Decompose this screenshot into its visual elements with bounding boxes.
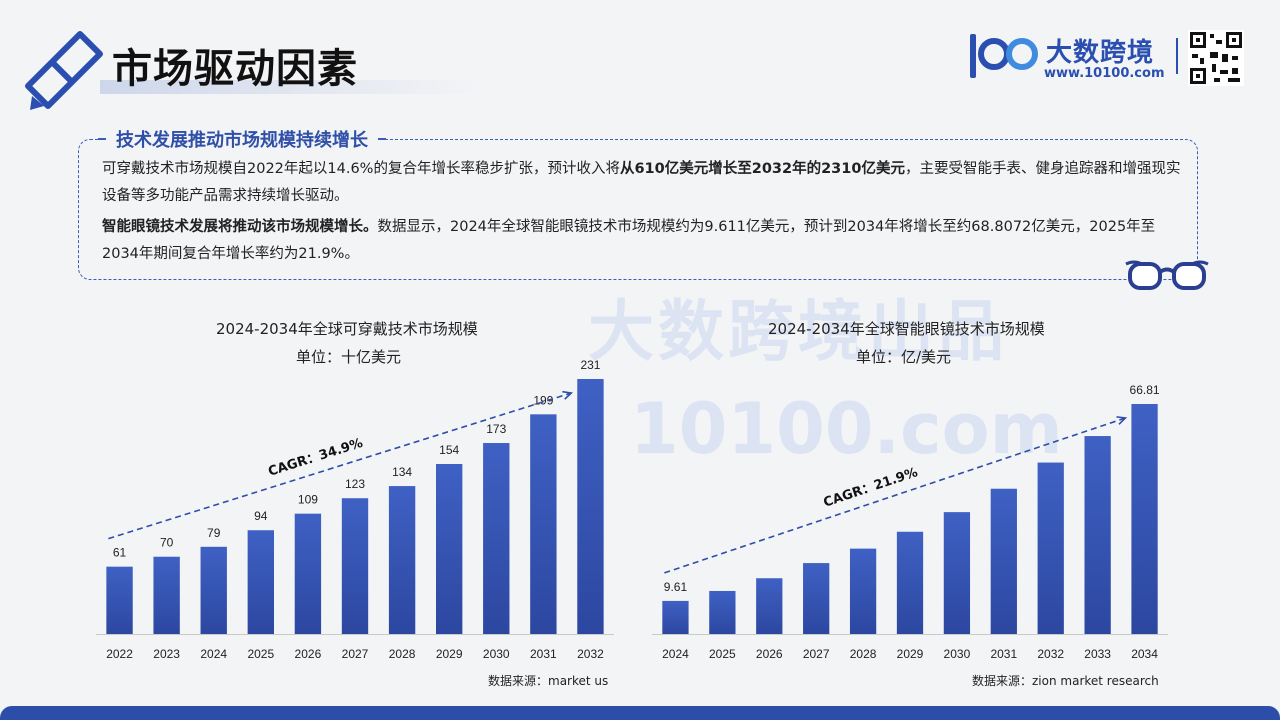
chart1-bar-2024 — [200, 546, 227, 634]
chart1-bar-2029 — [435, 464, 463, 634]
chart2-bar-2024 — [662, 600, 689, 634]
info-panel — [78, 139, 1198, 280]
chart2-value-label: 66.81 — [1130, 383, 1160, 397]
chart1-tick-label: 2028 — [389, 647, 416, 661]
chart1-tick-label: 2031 — [530, 647, 557, 661]
watermark-en: 10100.com — [630, 388, 1063, 470]
chart1-value-label: 231 — [580, 358, 600, 372]
chart1-bar-2032 — [577, 379, 604, 634]
chart2-tick-label: 2033 — [1084, 647, 1111, 661]
chart2-bar-2034 — [1131, 404, 1158, 634]
panel-text-run: 从610亿美元增长至2032年的2310亿美元 — [619, 161, 905, 177]
chart2-tick-label: 2027 — [803, 647, 830, 661]
chart2-title: 2024-2034年全球智能眼镜技术市场规模 — [768, 320, 1045, 338]
chart1-tick-label: 2027 — [342, 647, 369, 661]
chart2-bar-2025 — [709, 590, 736, 634]
chart2-bar-2026 — [756, 578, 783, 634]
chart2-value-label: 9.61 — [664, 580, 688, 594]
chart1-bar-2027 — [341, 498, 369, 634]
chart1-value-label: 94 — [254, 509, 268, 523]
qr-code-icon — [1188, 30, 1244, 86]
chart1-value-label: 134 — [392, 465, 412, 479]
chart1-bar-2026 — [294, 513, 322, 634]
title-underline — [100, 80, 480, 94]
chart1-value-label: 154 — [439, 443, 459, 457]
chart1-title: 2024-2034年全球可穿戴技术市场规模 — [216, 320, 478, 338]
chart2-tick-label: 2024 — [662, 647, 689, 661]
chart2-bar-2030 — [943, 512, 971, 634]
chart2-tick-label: 2031 — [990, 647, 1017, 661]
bottom-bar — [0, 706, 1280, 720]
panel-heading: 技术发展推动市场规模持续增长 — [98, 126, 386, 152]
chart1-unit: 单位：十亿美元 — [296, 348, 402, 366]
chart1-tick-label: 2032 — [577, 647, 604, 661]
brand-url: www.10100.com — [1044, 66, 1165, 81]
chart1-source: 数据来源：market us — [488, 674, 609, 688]
watermark-cn: 大数跨境出品 — [588, 293, 1008, 370]
chart2-bar-2027 — [803, 563, 830, 634]
chart2-tick-label: 2026 — [756, 647, 783, 661]
chart1-cagr-label: CAGR：34.9% — [266, 436, 364, 480]
chart2-bar-2029 — [896, 531, 924, 634]
chart1-tick-label: 2030 — [483, 647, 510, 661]
chart1-value-label: 79 — [207, 526, 221, 540]
glasses-logo-icon — [25, 31, 103, 110]
chart1-value-label: 109 — [298, 493, 318, 507]
panel-text-run: 智能眼镜技术发展将推动该市场规模增长。 — [102, 219, 378, 235]
chart1-tick-label: 2024 — [200, 647, 227, 661]
chart2-source: 数据来源：zion market research — [972, 674, 1159, 688]
chart2-bar-2032 — [1037, 462, 1064, 634]
panel-text-run: ，主要受智能手表、健身追踪器和增强现实设备等多功能产品需求持续增长驱动。 — [102, 161, 1181, 204]
chart2-unit: 单位：亿/美元 — [856, 348, 952, 366]
chart1-bar-2030 — [483, 443, 510, 634]
chart1-bar-2031 — [530, 414, 557, 634]
chart2-bar-2033 — [1084, 436, 1111, 634]
chart1-cagr-arrow — [108, 392, 572, 540]
page-title: 市场驱动因素 — [112, 46, 358, 92]
chart1-bar-2022 — [106, 566, 133, 634]
chart1-bar-2023 — [153, 556, 180, 634]
chart2-cagr-label: CAGR：21.9% — [822, 465, 920, 511]
chart1-bar-2025 — [247, 530, 275, 634]
chart2-tick-label: 2028 — [850, 647, 877, 661]
panel-paragraph-1: 可穿戴技术市场规模自2022年起以14.6%的复合年增长率稳步扩张，预计收入将从… — [102, 156, 1192, 210]
chart1-tick-label: 2023 — [153, 647, 180, 661]
chart1-value-label: 70 — [160, 536, 174, 550]
chart2-tick-label: 2030 — [944, 647, 971, 661]
chart1-tick-label: 2029 — [436, 647, 463, 661]
chart2-tick-label: 2034 — [1131, 647, 1158, 661]
chart1-bar-2028 — [388, 486, 416, 634]
chart1-value-label: 61 — [113, 546, 127, 560]
chart1-value-label: 173 — [486, 422, 506, 436]
panel-text-run: 可穿戴技术市场规模自2022年起以14.6%的复合年增长率稳步扩张，预计收入将 — [102, 161, 620, 177]
chart1-tick-label: 2026 — [295, 647, 322, 661]
brand-name: 大数跨境 — [1046, 38, 1155, 68]
chart2-bar-2031 — [990, 488, 1017, 634]
chart2-cagr-arrowhead — [1116, 416, 1128, 425]
chart2-tick-label: 2025 — [709, 647, 736, 661]
chart2-bar-2028 — [849, 548, 877, 634]
chart1-tick-label: 2022 — [106, 647, 133, 661]
eyeglasses-icon — [1125, 260, 1209, 290]
brand-divider — [1176, 38, 1178, 74]
panel-text-run: 数据显示，2024年全球智能眼镜技术市场规模约为9.611亿美元，预计到2034… — [102, 219, 1156, 262]
brand-logo-icon — [970, 34, 1038, 78]
chart2-tick-label: 2032 — [1037, 647, 1064, 661]
chart1-value-label: 123 — [345, 477, 365, 491]
chart1-cagr-arrowhead — [562, 390, 574, 400]
chart1-tick-label: 2025 — [247, 647, 274, 661]
chart2-tick-label: 2029 — [897, 647, 924, 661]
chart2-cagr-arrow — [664, 417, 1126, 574]
brand-block: 大数跨境 www.10100.com — [966, 28, 1246, 88]
panel-paragraph-2: 智能眼镜技术发展将推动该市场规模增长。数据显示，2024年全球智能眼镜技术市场规… — [102, 214, 1192, 268]
